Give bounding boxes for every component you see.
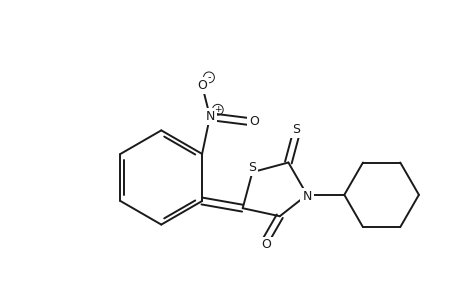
Text: S: S	[248, 161, 256, 174]
Text: S: S	[291, 123, 299, 136]
Text: N: N	[302, 190, 311, 203]
Text: O: O	[197, 79, 207, 92]
Text: O: O	[249, 115, 258, 128]
Text: -: -	[207, 72, 210, 82]
Text: +: +	[213, 105, 221, 114]
Text: O: O	[261, 238, 270, 251]
Text: N: N	[205, 110, 214, 123]
